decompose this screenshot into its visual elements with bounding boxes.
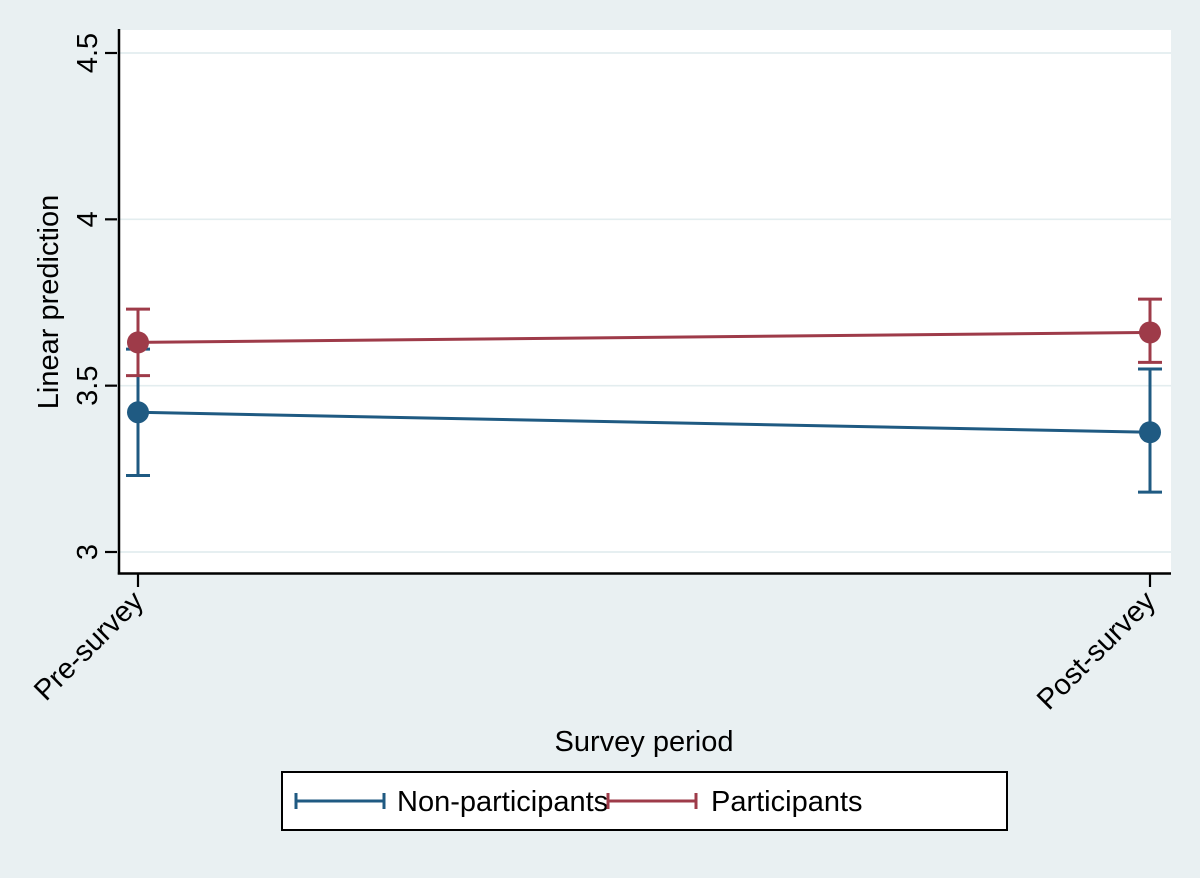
y-tick-label: 4.5 bbox=[72, 33, 104, 73]
y-axis-title: Linear prediction bbox=[33, 195, 65, 409]
legend: Non-participants Participants bbox=[281, 771, 1008, 831]
series-line bbox=[137, 410, 1151, 434]
legend-items: Non-participants Participants bbox=[294, 786, 863, 818]
data-series bbox=[126, 297, 1162, 494]
data-point-marker bbox=[127, 401, 149, 424]
plot-area bbox=[118, 30, 1171, 573]
y-tick-label: 4 bbox=[72, 211, 104, 227]
series-participants bbox=[126, 297, 1162, 378]
data-point-marker bbox=[1139, 421, 1161, 444]
legend-label: Participants bbox=[711, 786, 863, 818]
x-axis-title: Survey period bbox=[555, 726, 734, 758]
y-tick-label: 3 bbox=[72, 544, 104, 560]
data-point-marker bbox=[127, 331, 149, 354]
y-tick-label: 3.5 bbox=[72, 366, 104, 406]
legend-label: Non-participants bbox=[397, 786, 608, 818]
x-tick-label: Post-survey bbox=[1031, 585, 1162, 716]
gridlines bbox=[120, 52, 1171, 553]
data-point-marker bbox=[1139, 321, 1161, 344]
series-line bbox=[137, 330, 1151, 344]
x-tick-label: Pre-survey bbox=[28, 585, 150, 707]
